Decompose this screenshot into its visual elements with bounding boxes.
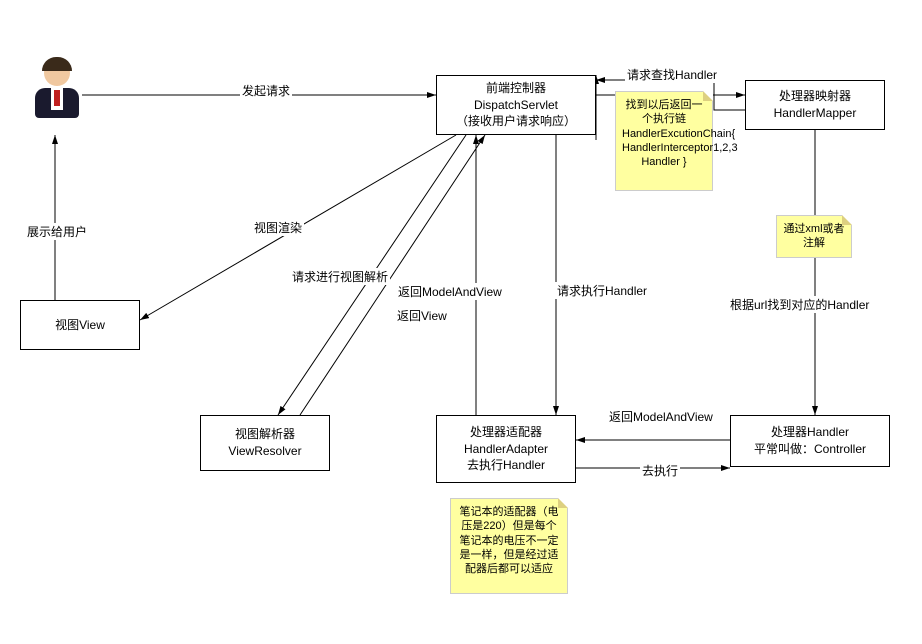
node-handler-adapter: 处理器适配器HandlerAdapter去执行Handler <box>436 415 576 483</box>
user-actor <box>32 60 82 130</box>
note-execution-chain: 找到以后返回一个执行链HandlerExcutionChain{ Handler… <box>615 91 713 191</box>
label-by-url: 根据url找到对应的Handler <box>728 296 871 313</box>
label-return-view: 返回View <box>395 307 449 324</box>
note-xml-annotation: 通过xml或者注解 <box>776 215 852 258</box>
note-adapter-example: 笔记本的适配器（电压是220）但是每个笔记本的电压不一定是一样，但是经过适配器后… <box>450 498 568 594</box>
label-execute: 去执行 <box>640 462 680 479</box>
label-initiate-request: 发起请求 <box>240 82 292 99</box>
label-find-handler: 请求查找Handler <box>625 66 719 83</box>
label-request-execute: 请求执行Handler <box>555 282 649 299</box>
label-show-user: 展示给用户 <box>25 223 89 240</box>
label-return-mav-1: 返回ModelAndView <box>607 408 715 425</box>
label-request-resolve: 请求进行视图解析 <box>290 268 390 285</box>
label-render: 视图渲染 <box>252 219 304 236</box>
node-view: 视图View <box>20 300 140 350</box>
node-dispatch-servlet: 前端控制器DispatchServlet（接收用户请求响应） <box>436 75 596 135</box>
label-return-mav-2: 返回ModelAndView <box>396 283 504 300</box>
node-controller: 处理器Handler平常叫做：Controller <box>730 415 890 467</box>
node-handler-mapper: 处理器映射器HandlerMapper <box>745 80 885 130</box>
node-view-resolver: 视图解析器ViewResolver <box>200 415 330 471</box>
